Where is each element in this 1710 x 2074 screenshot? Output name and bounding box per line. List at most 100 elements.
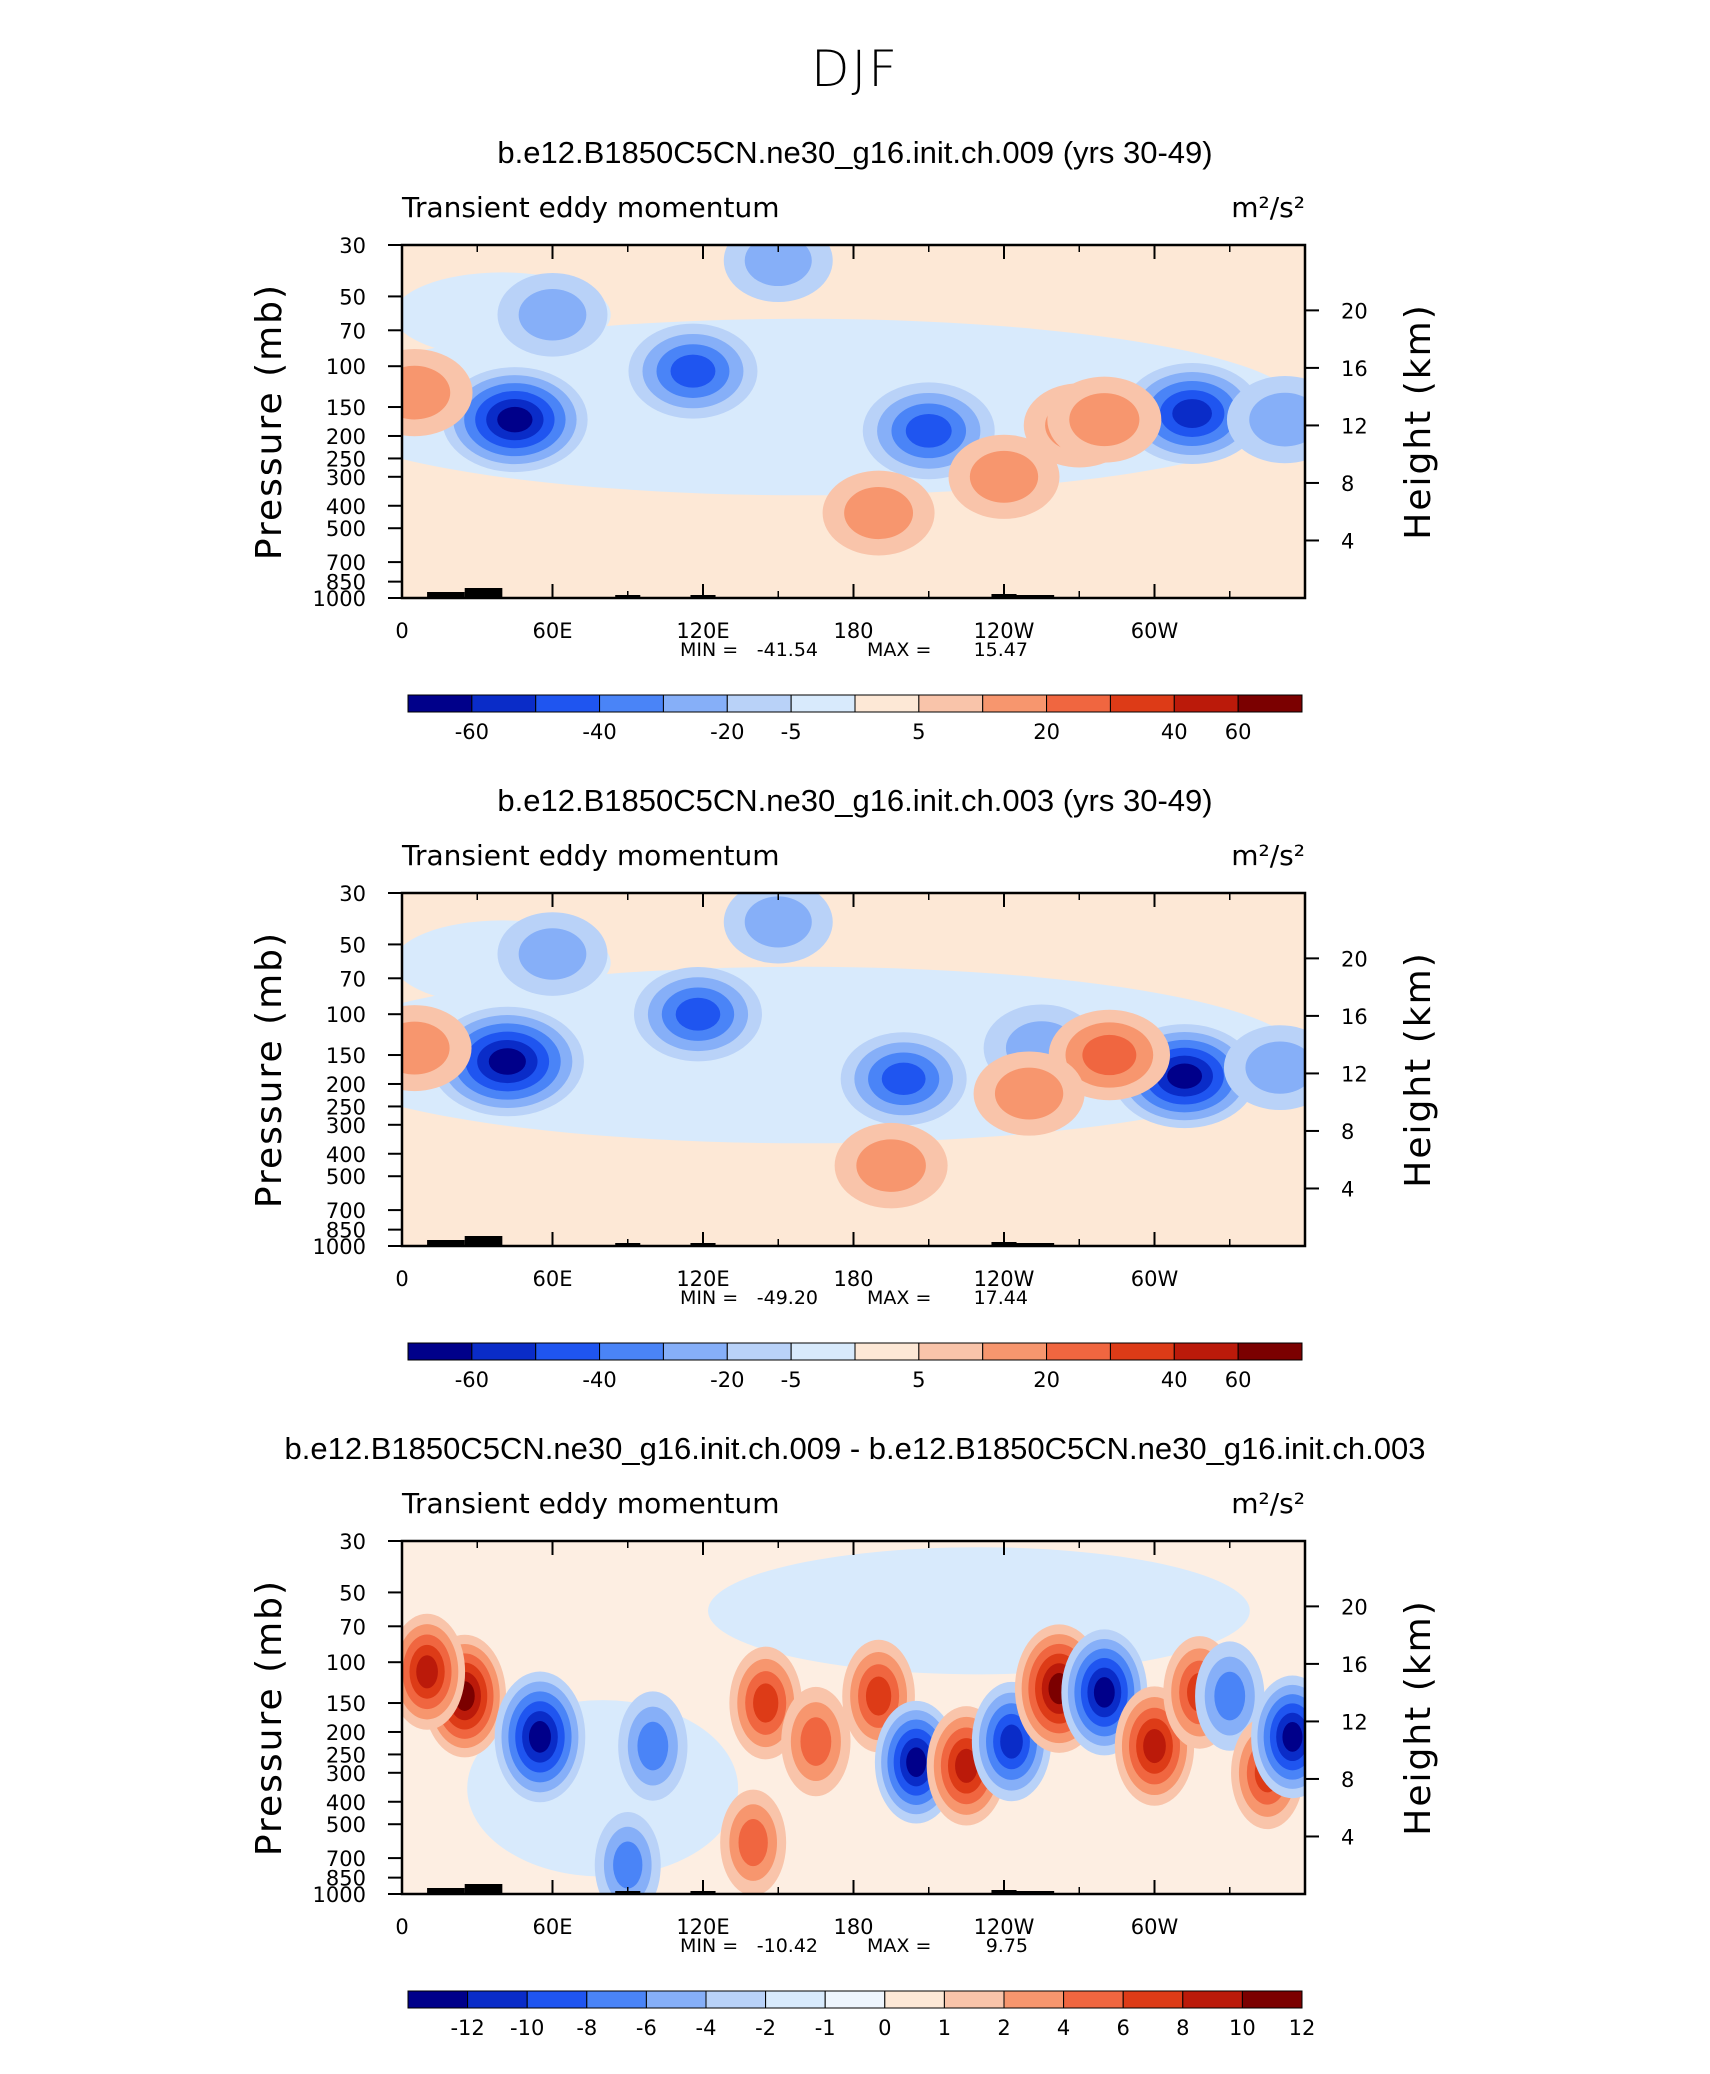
y-right-tick-label: 4 — [1341, 529, 1354, 553]
units-label: m²/s² — [1231, 839, 1305, 872]
negative-feature — [1000, 1724, 1023, 1759]
positive-feature — [738, 1819, 768, 1867]
colorbar-label: -8 — [576, 2016, 597, 2040]
min-value: -41.54 — [757, 639, 818, 661]
colorbar-box — [1109, 1342, 1175, 1361]
y-axis-label: Pressure (mb) — [249, 1579, 290, 1856]
colorbar-label: 60 — [1225, 720, 1252, 744]
colorbar-box — [854, 694, 920, 713]
colorbar-label: -5 — [781, 1368, 802, 1392]
colorbar-box — [705, 1990, 767, 2009]
y-tick-label: 250 — [326, 1743, 366, 1767]
y-tick-label: 50 — [339, 285, 366, 309]
colorbar-box — [1173, 1342, 1239, 1361]
colorbar-label: 8 — [1176, 2016, 1189, 2040]
contour-field — [402, 1547, 1305, 1894]
negative-feature — [670, 354, 716, 388]
negative-feature — [1172, 399, 1212, 428]
panel-title: b.e12.B1850C5CN.ne30_g16.init.ch.009 (yr… — [497, 135, 1212, 170]
colorbar-box — [599, 694, 664, 713]
colorbar-box — [1046, 1342, 1111, 1361]
colorbar-box — [1063, 1990, 1124, 2009]
colorbar-box — [1237, 1342, 1303, 1361]
negative-feature — [518, 928, 587, 980]
y-tick-label: 200 — [326, 1073, 366, 1097]
contour-field — [402, 245, 1305, 598]
colorbar-label: 60 — [1225, 1368, 1252, 1392]
min-label: MIN = — [680, 1287, 738, 1309]
negative-feature — [1093, 1677, 1115, 1708]
y-right-axis-label: Height (km) — [1398, 951, 1439, 1187]
colorbar-box — [1109, 694, 1175, 713]
negative-feature — [881, 1062, 926, 1096]
colorbar-box — [535, 1342, 601, 1361]
colorbar-box — [790, 694, 856, 713]
y-tick-label: 850 — [326, 1219, 366, 1243]
colorbar-label: -20 — [710, 720, 744, 744]
x-tick-label: 120W — [974, 1267, 1035, 1291]
colorbar-box — [662, 1342, 728, 1361]
colorbar-label: -40 — [582, 720, 616, 744]
y-right-tick-label: 12 — [1341, 1710, 1368, 1734]
units-label: m²/s² — [1231, 1487, 1305, 1520]
x-tick-label: 0 — [395, 619, 408, 643]
positive-feature — [1082, 1034, 1137, 1076]
colorbar-box — [1046, 694, 1111, 713]
y-tick-label: 100 — [326, 355, 366, 379]
x-tick-label: 60W — [1131, 619, 1179, 643]
y-right-tick-label: 8 — [1341, 1120, 1354, 1144]
y-right-tick-label: 12 — [1341, 1062, 1368, 1086]
x-tick-label: 120W — [974, 1915, 1035, 1939]
positive-feature — [416, 1655, 438, 1689]
max-label: MAX = — [867, 639, 931, 661]
colorbar-box — [765, 1990, 826, 2009]
y-tick-label: 700 — [326, 1199, 366, 1223]
y-tick-label: 150 — [326, 1692, 366, 1716]
colorbar-box — [884, 1990, 945, 2009]
max-label: MAX = — [867, 1935, 931, 1957]
y-tick-label: 850 — [326, 1867, 366, 1891]
x-tick-label: 180 — [833, 1267, 873, 1291]
colorbar-box — [599, 1342, 664, 1361]
max-value: 15.47 — [974, 639, 1028, 661]
colorbar-box — [662, 694, 728, 713]
negative-feature — [1282, 1722, 1303, 1752]
y-tick-label: 30 — [339, 234, 366, 258]
colorbar-box — [726, 1342, 792, 1361]
negative-feature — [675, 997, 721, 1031]
positive-feature — [856, 1139, 926, 1192]
colorbar-label: -60 — [455, 1368, 489, 1392]
colorbar-box — [471, 694, 537, 713]
negative-feature — [906, 1747, 927, 1778]
negative-feature — [497, 406, 533, 433]
x-tick-label: 120E — [676, 619, 729, 643]
positive-feature — [402, 365, 451, 420]
y-tick-label: 100 — [326, 1003, 366, 1027]
y-tick-label: 500 — [326, 1165, 366, 1189]
y-tick-label: 70 — [339, 319, 366, 343]
x-tick-label: 60E — [533, 1915, 573, 1939]
x-tick-label: 180 — [833, 1915, 873, 1939]
y-tick-label: 1000 — [313, 587, 366, 611]
y-tick-label: 70 — [339, 1615, 366, 1639]
colorbar-box — [790, 1342, 856, 1361]
colorbar-label: -60 — [455, 720, 489, 744]
y-right-tick-label: 4 — [1341, 1177, 1354, 1201]
positive-feature — [955, 1748, 978, 1783]
y-right-tick-label: 16 — [1341, 1653, 1368, 1677]
y-axis-label: Pressure (mb) — [249, 931, 290, 1208]
colorbar-box — [407, 694, 473, 713]
colorbar-label: -12 — [450, 2016, 484, 2040]
left-label: Transient eddy momentum — [401, 839, 780, 872]
topography — [427, 1240, 465, 1246]
colorbar-label: -40 — [582, 1368, 616, 1392]
y-tick-label: 1000 — [313, 1235, 366, 1259]
y-right-tick-label: 4 — [1341, 1825, 1354, 1849]
negative-feature — [744, 896, 812, 948]
y-tick-label: 100 — [326, 1651, 366, 1675]
colorbar-box — [407, 1990, 469, 2009]
units-label: m²/s² — [1231, 191, 1305, 224]
y-tick-label: 700 — [326, 1847, 366, 1871]
y-right-tick-label: 20 — [1341, 299, 1368, 323]
y-right-tick-label: 20 — [1341, 1595, 1368, 1619]
